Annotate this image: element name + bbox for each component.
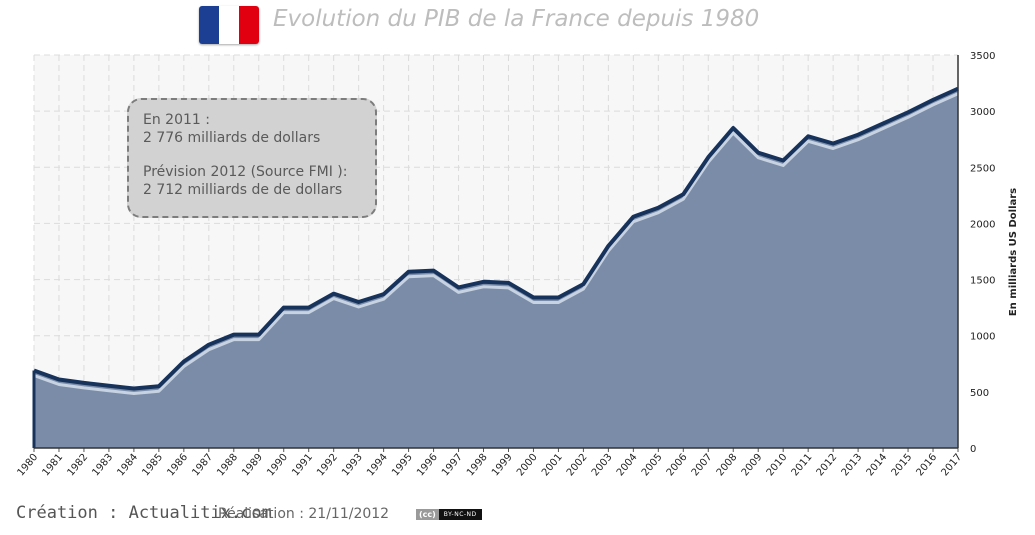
- cc-label: (cc): [416, 509, 439, 520]
- flag-band-red: [239, 6, 259, 44]
- x-tick-label: 1981: [40, 452, 65, 479]
- y-tick-label: 1000: [970, 332, 995, 343]
- x-tick-label: 1988: [215, 452, 240, 479]
- french-flag-icon: [199, 6, 259, 44]
- annotation-line-2: 2 776 milliards de dollars: [143, 130, 321, 146]
- x-tick-label: 2008: [715, 452, 740, 479]
- x-tick-label: 1993: [340, 452, 365, 479]
- x-tick-label: 1985: [140, 452, 165, 479]
- y-tick-label: 2000: [970, 219, 995, 230]
- x-tick-label: 1989: [240, 452, 265, 479]
- annotation-box: En 2011 : 2 776 milliards de dollars Pré…: [127, 98, 377, 218]
- x-tick-label: 2001: [540, 452, 565, 479]
- x-tick-label: 2004: [615, 452, 640, 479]
- creation-credit: Création : Actualitix.com: [16, 503, 272, 523]
- x-tick-label: 2007: [690, 452, 715, 479]
- x-tick-label: 2017: [940, 452, 965, 479]
- x-tick-label: 2011: [790, 452, 815, 479]
- x-tick-label: 2010: [765, 452, 790, 479]
- x-tick-label: 2005: [640, 452, 665, 479]
- annotation-line-3: Prévision 2012 (Source FMI ):: [143, 164, 348, 180]
- y-tick-label: 3000: [970, 107, 995, 118]
- x-tick-label: 1994: [365, 452, 390, 479]
- x-tick-label: 2016: [915, 452, 940, 479]
- x-tick-label: 1983: [90, 452, 115, 479]
- chart-title: Evolution du PIB de la France depuis 198…: [273, 6, 760, 32]
- flag-band-white: [219, 6, 239, 44]
- flag-band-blue: [199, 6, 219, 44]
- x-tick-label: 2012: [815, 452, 840, 479]
- y-axis-title: En milliards US Dollars: [1008, 188, 1019, 316]
- x-tick-label: 1987: [190, 452, 215, 479]
- x-tick-label: 2002: [565, 452, 590, 479]
- x-tick-label: 1995: [390, 452, 415, 479]
- x-tick-label: 1999: [490, 452, 515, 479]
- cc-license-badge: (cc) BY-NC-ND: [416, 509, 482, 520]
- x-tick-label: 1991: [290, 452, 315, 479]
- x-tick-label: 1996: [415, 452, 440, 479]
- series-line: [33, 86, 959, 391]
- x-tick-label: 2003: [590, 452, 615, 479]
- y-tick-label: 500: [970, 388, 989, 399]
- annotation-line-1: En 2011 :: [143, 112, 210, 128]
- annotation-line-4: 2 712 milliards de de dollars: [143, 182, 343, 198]
- x-tick-label: 2009: [740, 452, 765, 479]
- x-tick-label: 2006: [665, 452, 690, 479]
- x-tick-label: 1982: [65, 452, 90, 479]
- x-tick-label: 1997: [440, 452, 465, 479]
- license-label: BY-NC-ND: [438, 509, 482, 520]
- x-tick-label: 2014: [865, 452, 890, 479]
- creation-date: Réalisation : 21/11/2012: [218, 506, 390, 522]
- x-tick-label: 2013: [840, 452, 865, 479]
- series-highlight: [33, 92, 959, 395]
- x-tick-label: 1998: [465, 452, 490, 479]
- x-tick-label: 1984: [115, 452, 140, 479]
- x-tick-label: 2000: [515, 452, 540, 479]
- x-tick-label: 1990: [265, 452, 290, 479]
- x-tick-label: 2015: [890, 452, 915, 479]
- y-tick-label: 2500: [970, 163, 995, 174]
- y-tick-label: 1500: [970, 276, 995, 287]
- series-area: [34, 88, 958, 448]
- x-tick-label: 1986: [165, 452, 190, 479]
- x-tick-label: 1980: [16, 452, 41, 479]
- y-tick-label: 3500: [970, 51, 995, 62]
- y-tick-label: 0: [970, 444, 976, 455]
- x-tick-label: 1992: [315, 452, 340, 479]
